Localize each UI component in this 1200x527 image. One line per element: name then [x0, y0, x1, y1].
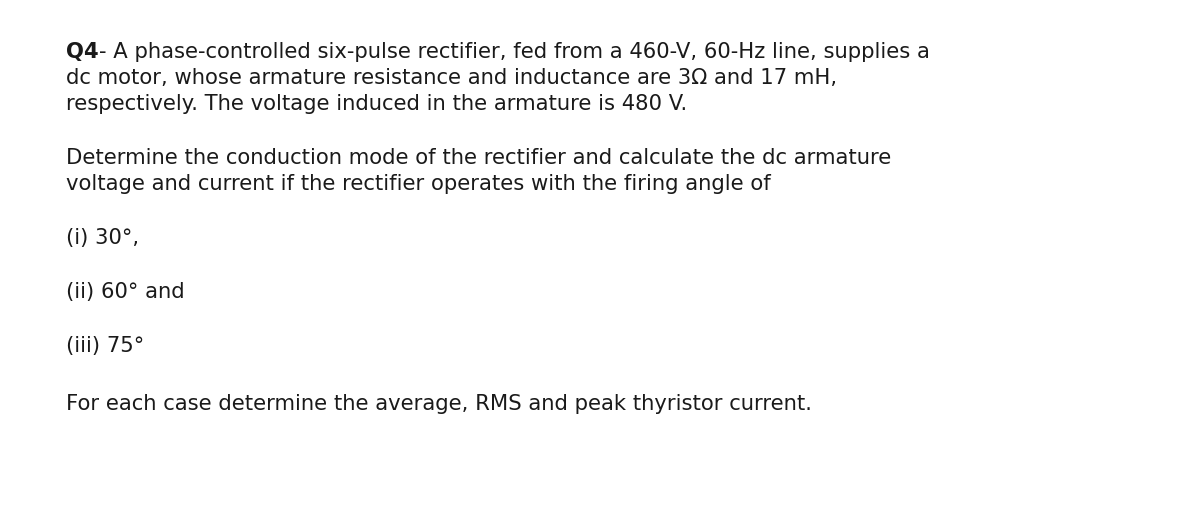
Text: (iii) 75°: (iii) 75°: [66, 336, 144, 356]
Text: (i) 30°,: (i) 30°,: [66, 228, 139, 248]
Text: dc motor, whose armature resistance and inductance are 3Ω and 17 mH,: dc motor, whose armature resistance and …: [66, 68, 838, 88]
Text: Q4: Q4: [66, 42, 98, 62]
Text: respectively. The voltage induced in the armature is 480 V.: respectively. The voltage induced in the…: [66, 94, 688, 114]
Text: For each case determine the average, RMS and peak thyristor current.: For each case determine the average, RMS…: [66, 394, 812, 414]
Text: voltage and current if the rectifier operates with the firing angle of: voltage and current if the rectifier ope…: [66, 174, 770, 194]
Text: - A phase-controlled six-pulse rectifier, fed from a 460-V, 60-Hz line, supplies: - A phase-controlled six-pulse rectifier…: [98, 42, 930, 62]
Text: (ii) 60° and: (ii) 60° and: [66, 282, 185, 302]
Text: Determine the conduction mode of the rectifier and calculate the dc armature: Determine the conduction mode of the rec…: [66, 148, 892, 168]
